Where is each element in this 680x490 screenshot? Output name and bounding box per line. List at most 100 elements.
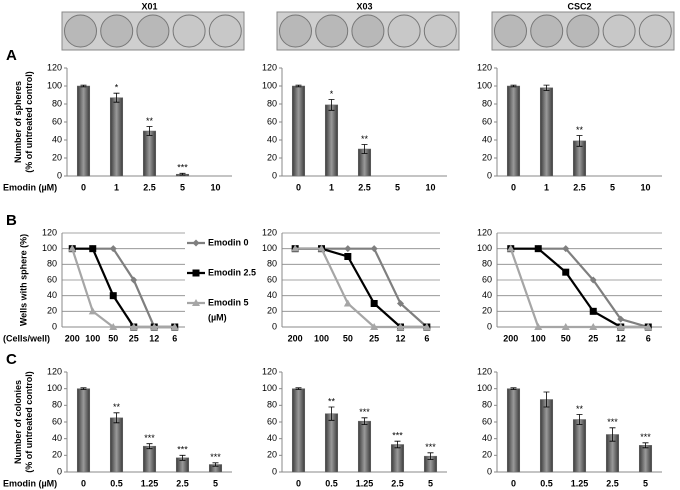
bar [324,104,339,177]
significance-label: * [115,83,119,93]
x-tick-label: 25 [129,333,139,343]
error-bar [328,406,335,421]
y-tick-label: 20 [52,450,62,460]
y-tick-label: 60 [267,116,277,126]
y-tick-label: 0 [487,170,492,180]
y-tick-label: 100 [47,383,62,393]
bar [76,85,91,177]
bar [142,130,157,177]
marker [317,244,326,252]
marker [344,253,352,260]
y-tick-label: 80 [267,98,277,108]
well [494,14,527,48]
y-tick-label: 120 [262,62,277,72]
y-tick-label: 20 [52,152,62,162]
error-bar [179,454,186,461]
y-tick-label: 20 [482,152,492,162]
x-tick-label: 6 [646,333,651,343]
error-bar [543,84,550,91]
y-tick-label: 0 [487,466,492,476]
well [208,14,242,48]
marker [589,276,597,284]
y-tick-label: 60 [482,274,492,284]
x-tick-label: 0 [296,182,301,192]
well [423,14,457,48]
marker [68,244,77,252]
significance-label: *** [177,163,188,173]
x-tick-label: 0 [511,478,516,488]
well [172,14,206,48]
y-tick-label: 80 [482,98,492,108]
marker [88,307,97,315]
marker [589,323,598,330]
y-tick-label: 100 [47,80,62,90]
x-tick-label: 1.25 [141,478,159,488]
x-axis-label: Emodin (µM) [3,182,57,192]
bar [539,87,554,177]
x-tick-label: 5 [643,478,648,488]
y-tick-label: 40 [482,290,492,300]
y-tick-label: 40 [52,134,62,144]
y-tick-label: 60 [267,416,277,426]
marker [561,323,570,330]
y-tick-label: 80 [482,400,492,410]
x-tick-label: 100 [85,333,100,343]
y-axis-label: Wells with sphere (%) [18,234,28,326]
x-tick-label: 10 [640,182,650,192]
marker [291,244,300,252]
y-tick-label: 120 [262,227,277,237]
marker [192,239,200,247]
x-tick-label: 5 [610,182,615,192]
significance-label: ** [361,134,369,144]
series-line [72,247,175,329]
y-tick-label: 80 [267,259,277,269]
x-tick-label: 1.25 [571,478,589,488]
error-bar [295,387,302,390]
well [387,14,421,48]
bar [506,388,521,473]
y-tick-label: 60 [47,274,57,284]
x-tick-label: 25 [588,333,598,343]
y-tick-label: 40 [52,433,62,443]
x-tick-label: 2.5 [358,182,371,192]
x-tick-label: 2.5 [391,478,404,488]
x-tick-label: 10 [425,182,435,192]
marker [129,323,138,330]
y-tick-label: 20 [482,450,492,460]
well [638,14,672,48]
y-tick-label: 0 [52,321,57,331]
legend-label: Emodin 2.5 [208,267,256,277]
well [100,14,134,48]
bar [109,417,124,473]
y-tick-label: 0 [272,466,277,476]
error-bar [361,417,368,425]
x-tick-label: 0.5 [325,478,338,488]
error-bar [113,412,120,424]
significance-label: * [330,89,334,99]
x-tick-label: 0.5 [540,478,553,488]
marker [562,268,570,276]
x-tick-label: 200 [503,333,518,343]
y-axis-label: Number of colonies [13,380,23,464]
bar [76,388,91,473]
x-tick-label: 12 [616,333,626,343]
error-bar [361,144,368,154]
marker [109,292,117,300]
error-bar [510,84,517,88]
y-tick-label: 120 [477,227,492,237]
y-tick-label: 40 [267,433,277,443]
x-tick-label: 200 [288,333,303,343]
legend-label: Emodin 0 [208,237,249,247]
error-bar [80,84,87,88]
marker [192,269,200,277]
x-tick-label: 5 [428,478,433,488]
x-tick-label: 1.25 [356,478,374,488]
y-tick-label: 120 [42,227,57,237]
error-bar [328,99,335,111]
y-tick-label: 0 [272,170,277,180]
y-tick-label: 120 [47,366,62,376]
series-line [509,248,649,329]
error-bar [576,135,583,147]
well [315,14,349,48]
y-tick-label: 0 [487,321,492,331]
